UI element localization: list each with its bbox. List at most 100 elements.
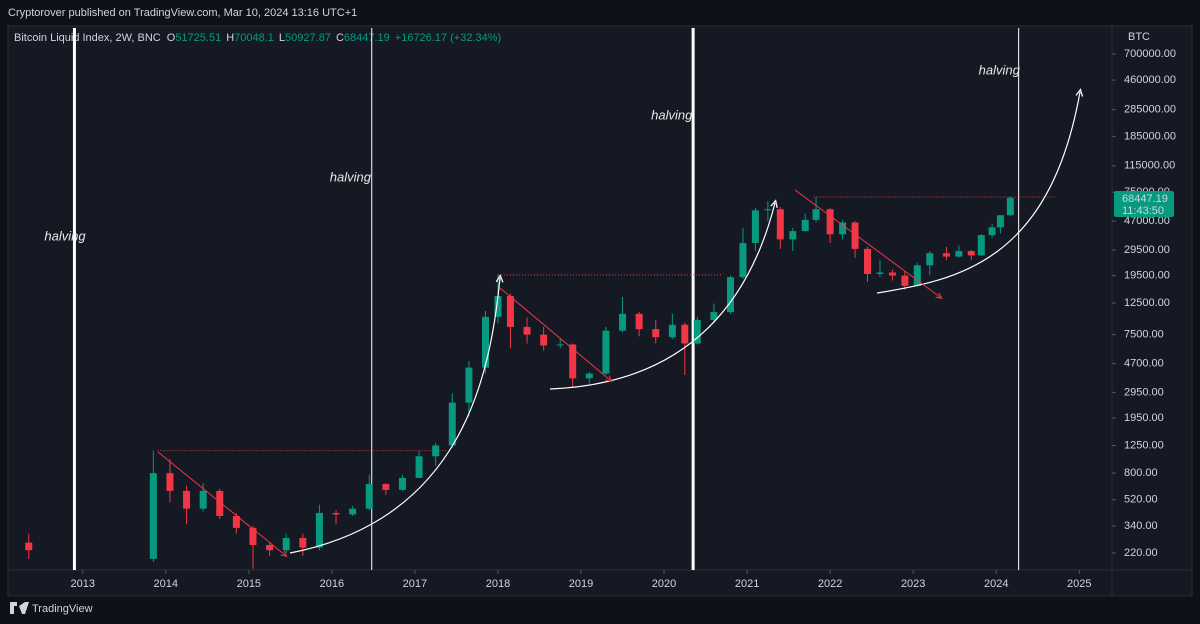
y-tick-label: 800.00 [1124, 467, 1158, 479]
halving-label: halving [979, 62, 1021, 77]
candle-body [585, 373, 593, 379]
y-tick-label: 460000.00 [1124, 74, 1176, 86]
ohlc-value: 70048.1 [234, 32, 274, 44]
candle-body [681, 324, 689, 344]
legend: Bitcoin Liquid Index, 2W, BNC O51725.51 H7… [14, 32, 501, 44]
candle-body [365, 484, 373, 509]
candle-body [149, 473, 157, 559]
y-tick-label: 19500.00 [1124, 269, 1170, 281]
y-tick-label: 340.00 [1124, 520, 1158, 532]
x-tick-label: 2020 [652, 578, 676, 590]
candle-body [1006, 197, 1014, 216]
price-tag-box [1114, 191, 1174, 217]
trend-line [794, 189, 940, 297]
x-tick-label: 2024 [984, 578, 1008, 590]
candle-body [349, 508, 357, 515]
candle-body [635, 313, 643, 330]
y-tick-label: 7500.00 [1124, 329, 1164, 341]
halving-label: halving [330, 169, 372, 184]
candle-body [942, 253, 950, 257]
candle-body [926, 253, 934, 266]
trend-line [157, 451, 285, 555]
ohlc-label: C [336, 32, 344, 44]
y-tick-label: 220.00 [1124, 547, 1158, 559]
candle-body [166, 473, 174, 491]
footer: TradingView [10, 602, 93, 615]
candle-body [569, 344, 577, 379]
y-tick-label: 4700.00 [1124, 357, 1164, 369]
candle-body [710, 312, 718, 321]
candle-body [726, 277, 734, 313]
x-tick-label: 2015 [237, 578, 261, 590]
countdown: 11:43:50 [1122, 205, 1164, 217]
candle-body [299, 538, 307, 548]
candle-body [668, 324, 676, 338]
candle-body [851, 222, 859, 249]
candle-body [693, 320, 701, 344]
x-tick-label: 2013 [70, 578, 94, 590]
y-tick-label: 185000.00 [1124, 130, 1176, 142]
candle-body [739, 243, 747, 278]
candle-body [465, 367, 473, 403]
candle-body [398, 477, 406, 490]
candle-body [864, 248, 872, 274]
candle-body [506, 296, 514, 327]
currency: BTC [1128, 31, 1150, 43]
candle-body [482, 316, 490, 368]
ohlc-value: 50927.87 [285, 32, 331, 44]
candle-body [315, 512, 323, 548]
logo [10, 602, 29, 614]
candle-body [432, 445, 440, 457]
halving-label: halving [44, 228, 86, 243]
last-price: 68447.19 [1122, 193, 1168, 205]
x-tick-label: 2016 [320, 578, 344, 590]
candle-body [332, 512, 340, 515]
y-tick-label: 2950.00 [1124, 386, 1164, 398]
brand: TradingView [32, 603, 93, 615]
legend-text: Bitcoin Liquid Index, 2W, BNC O51725.51 H7… [14, 32, 501, 44]
plot: halving halving halving halving [25, 28, 1055, 570]
x-tick-label: 2023 [901, 578, 925, 590]
candle-body [888, 272, 896, 276]
candle-body [839, 222, 847, 235]
candle-body [216, 490, 224, 516]
curve [876, 92, 1080, 294]
x-tick-label: 2017 [403, 578, 427, 590]
candle-body [523, 326, 531, 335]
price-tag: 68447.19 11:43:50 [1114, 191, 1174, 217]
candle-body [876, 272, 884, 274]
candle-body [955, 251, 963, 257]
x-tick-label: 2018 [486, 578, 510, 590]
trend-line [499, 287, 610, 380]
candle-body [789, 231, 797, 240]
candle-body [967, 251, 975, 256]
candle-body [556, 344, 564, 346]
legend-title: Bitcoin Liquid Index, 2W, BNC [14, 32, 161, 44]
ohlc-value: 68447.19 [344, 32, 390, 44]
candle-body [619, 313, 627, 331]
candle-body [988, 227, 996, 236]
ohlc-value: 51725.51 [175, 32, 221, 44]
candle-body [751, 210, 759, 244]
y-tick-label: 12500.00 [1124, 297, 1170, 309]
x-tick-label: 2019 [569, 578, 593, 590]
candle-body [540, 334, 548, 346]
candle-body [183, 490, 191, 509]
candle-body [776, 209, 784, 240]
y-tick-label: 700000.00 [1124, 48, 1176, 60]
candle-body [812, 209, 820, 220]
ohlc-label: O [167, 32, 176, 44]
published-note: Cryptorover published on TradingView.com… [8, 7, 357, 19]
candle-body [602, 330, 610, 374]
x-tick-label: 2025 [1067, 578, 1091, 590]
y-tick-label: 29500.00 [1124, 244, 1170, 256]
y-tick-label: 1250.00 [1124, 439, 1164, 451]
change: +16726.17 (+32.34%) [395, 32, 501, 44]
candle-body [415, 456, 423, 478]
plot-area [7, 25, 1193, 597]
candle-body [249, 527, 257, 546]
candle-body [382, 484, 390, 490]
halving-label: halving [651, 107, 693, 122]
y-tick-label: 47000.00 [1124, 215, 1170, 227]
